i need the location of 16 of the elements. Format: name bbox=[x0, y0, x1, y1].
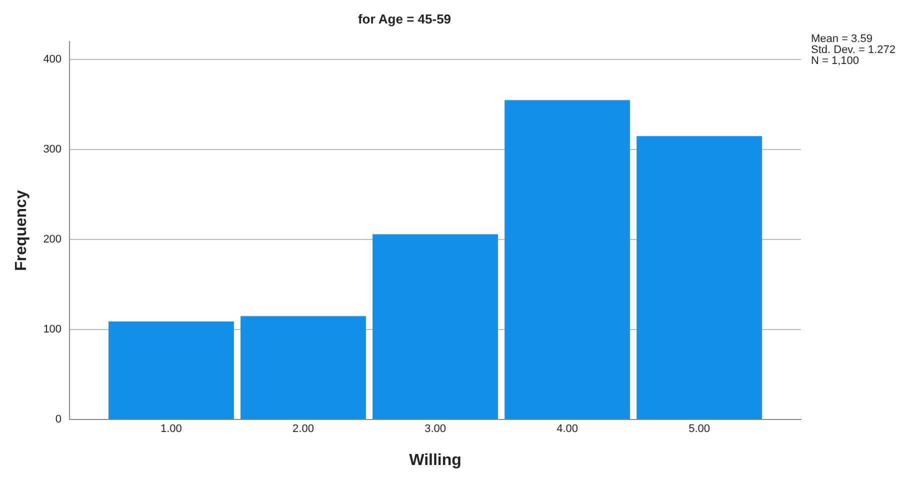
y-tick-label: 100 bbox=[43, 324, 62, 336]
y-tick-label: 0 bbox=[55, 414, 62, 426]
x-tick-label: 2.00 bbox=[292, 423, 314, 436]
text: Mean = 3.59 bbox=[811, 33, 872, 46]
y-axis-title: Frequency bbox=[13, 190, 30, 272]
x-axis-title: Willing bbox=[409, 452, 462, 469]
y-tick-label: 300 bbox=[43, 144, 62, 156]
y-tick-label: 400 bbox=[43, 54, 62, 66]
text: Std. Dev. = 1.272 bbox=[811, 44, 896, 56]
text: N = 1,100 bbox=[811, 55, 860, 68]
x-tick-label: 4.00 bbox=[556, 423, 578, 436]
x-tick-label: 3.00 bbox=[424, 423, 446, 436]
x-tick-label: 1.00 bbox=[160, 423, 182, 436]
y-tick-label: 200 bbox=[43, 234, 62, 246]
x-tick-label: 5.00 bbox=[688, 423, 710, 436]
chart-title: for Age = 45-59 bbox=[358, 11, 452, 26]
